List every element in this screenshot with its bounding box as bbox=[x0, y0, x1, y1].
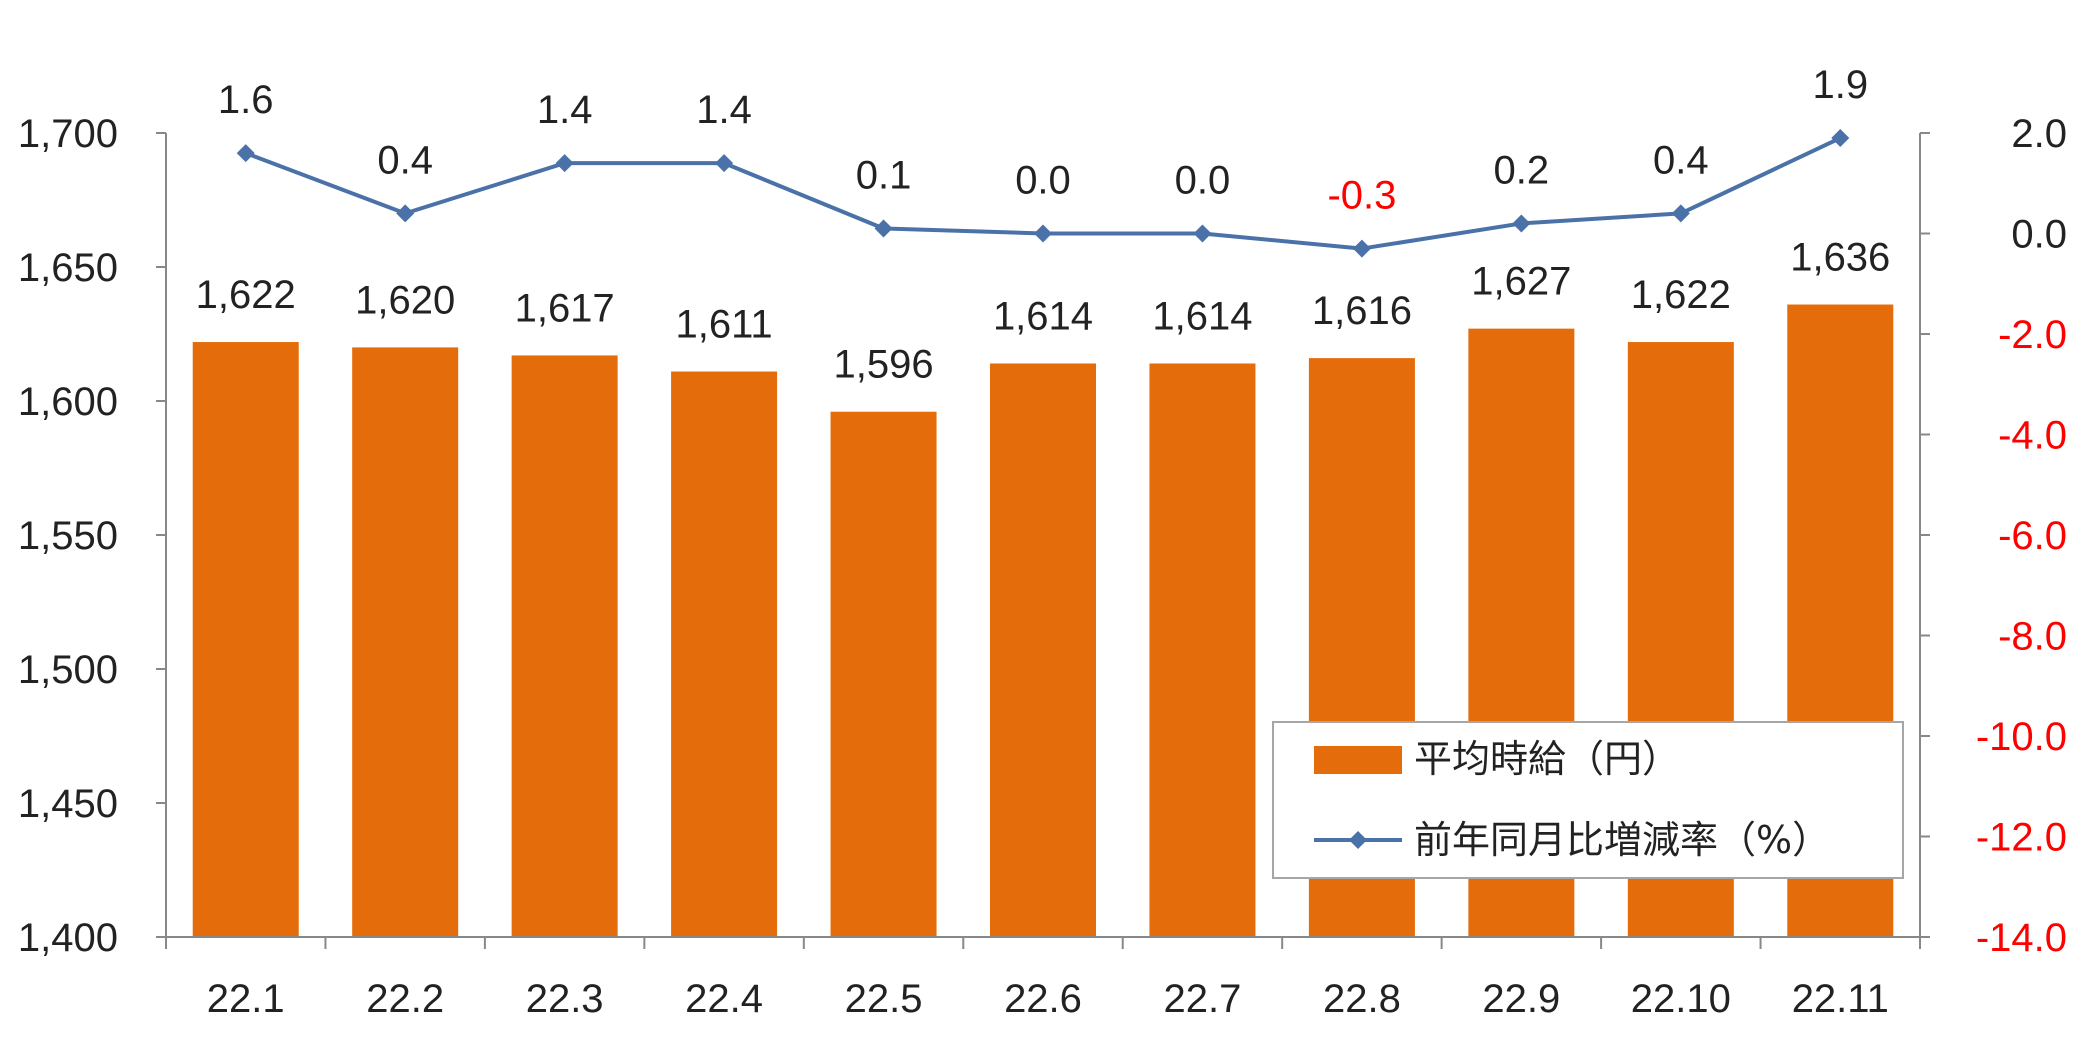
bar-22.2 bbox=[352, 347, 459, 937]
x-tick-label: 22.4 bbox=[685, 977, 763, 1021]
axes-layer: 1,400 1,450 1,500 1,550 1,600 1,650 1,700 2.0 0.… bbox=[18, 112, 2067, 1021]
rate-point-22.7 bbox=[1193, 224, 1212, 243]
rate-point-22.4 bbox=[715, 154, 734, 173]
x-tick-label: 22.2 bbox=[366, 977, 444, 1021]
rate-point-22.1 bbox=[236, 144, 255, 163]
legend: 平均時給（円） 前年同月比増減率（%） bbox=[1272, 721, 1904, 879]
right-tick-label: -6.0 bbox=[1998, 514, 2067, 558]
left-tick-label: 1,650 bbox=[18, 246, 118, 290]
rate-point-22.6 bbox=[1034, 224, 1052, 243]
bar-value-label: 1,614 bbox=[993, 294, 1093, 338]
rate-point-22.10 bbox=[1671, 204, 1690, 223]
right-tick-label: 0.0 bbox=[2011, 213, 2067, 257]
right-tick-label: -4.0 bbox=[1998, 414, 2067, 458]
legend-bar-swatch bbox=[1314, 746, 1402, 774]
left-tick-label: 1,700 bbox=[18, 112, 118, 156]
right-tick-label: -2.0 bbox=[1998, 313, 2067, 357]
rate-value-label: 0.2 bbox=[1494, 148, 1550, 192]
rate-value-label: 0.4 bbox=[1653, 138, 1709, 182]
right-tick-label: -12.0 bbox=[1976, 816, 2067, 860]
left-tick-label: 1,450 bbox=[18, 782, 118, 826]
bar-value-label: 1,617 bbox=[515, 286, 615, 330]
rate-point-22.2 bbox=[396, 204, 415, 223]
rate-value-label: 1.6 bbox=[218, 78, 274, 122]
bar-value-label: 1,622 bbox=[196, 273, 296, 317]
bar-22.5 bbox=[830, 411, 937, 938]
x-tick-label: 22.8 bbox=[1323, 977, 1401, 1021]
legend-line-label: 前年同月比増減率（%） bbox=[1414, 818, 1830, 862]
bar-22.1 bbox=[192, 342, 299, 937]
bar-22.4 bbox=[671, 371, 778, 937]
bar-value-label: 1,616 bbox=[1312, 289, 1412, 333]
bar-22.7 bbox=[1149, 363, 1256, 938]
rate-point-22.8 bbox=[1352, 239, 1371, 258]
bar-value-label: 1,636 bbox=[1790, 236, 1890, 280]
left-tick-label: 1,550 bbox=[18, 514, 118, 558]
bar-value-label: 1,620 bbox=[355, 278, 455, 322]
x-tick-label: 22.10 bbox=[1631, 977, 1731, 1021]
rate-value-label: 1.4 bbox=[537, 88, 593, 132]
x-tick-label: 22.11 bbox=[1792, 977, 1889, 1021]
bar-22.6 bbox=[990, 363, 1096, 938]
bar-value-label: 1,611 bbox=[676, 303, 773, 347]
rate-value-label: 1.4 bbox=[696, 88, 752, 132]
rate-point-22.5 bbox=[874, 219, 893, 238]
x-tick-label: 22.7 bbox=[1164, 977, 1242, 1021]
x-tick-label: 22.3 bbox=[526, 977, 604, 1021]
bar-value-label: 1,627 bbox=[1471, 260, 1571, 304]
rate-value-label: -0.3 bbox=[1327, 174, 1396, 218]
rate-value-label: 0.1 bbox=[856, 153, 912, 197]
left-tick-label: 1,600 bbox=[18, 380, 118, 424]
rate-value-label: 1.9 bbox=[1812, 63, 1868, 107]
bar-value-label: 1,596 bbox=[833, 343, 933, 387]
x-tick-label: 22.6 bbox=[1004, 977, 1082, 1021]
rate-point-22.3 bbox=[555, 154, 574, 173]
rate-value-label: 0.0 bbox=[1175, 159, 1231, 203]
x-tick-label: 22.1 bbox=[207, 977, 285, 1021]
labels-layer: 1,622 1,620 1,617 1,611 1,596 1,614 1,614 1,616… bbox=[196, 63, 1891, 387]
bar-22.3 bbox=[511, 355, 618, 937]
rate-point-22.11 bbox=[1831, 129, 1850, 148]
legend-line-marker bbox=[1349, 831, 1367, 849]
line-layer bbox=[236, 129, 1850, 258]
left-tick-label: 1,400 bbox=[18, 916, 118, 960]
left-tick-label: 1,500 bbox=[18, 648, 118, 692]
x-tick-label: 22.5 bbox=[845, 977, 923, 1021]
legend-bar-label: 平均時給（円） bbox=[1414, 737, 1680, 781]
right-tick-label: -14.0 bbox=[1976, 916, 2067, 960]
right-tick-label: 2.0 bbox=[2011, 112, 2067, 156]
bar-value-label: 1,622 bbox=[1631, 273, 1731, 317]
bar-value-label: 1,614 bbox=[1152, 294, 1252, 338]
rate-value-label: 0.4 bbox=[377, 138, 433, 182]
right-tick-label: -10.0 bbox=[1976, 715, 2067, 759]
rate-value-label: 0.0 bbox=[1015, 159, 1071, 203]
rate-point-22.9 bbox=[1512, 214, 1531, 233]
right-tick-label: -8.0 bbox=[1998, 615, 2067, 659]
x-tick-label: 22.9 bbox=[1482, 977, 1560, 1021]
